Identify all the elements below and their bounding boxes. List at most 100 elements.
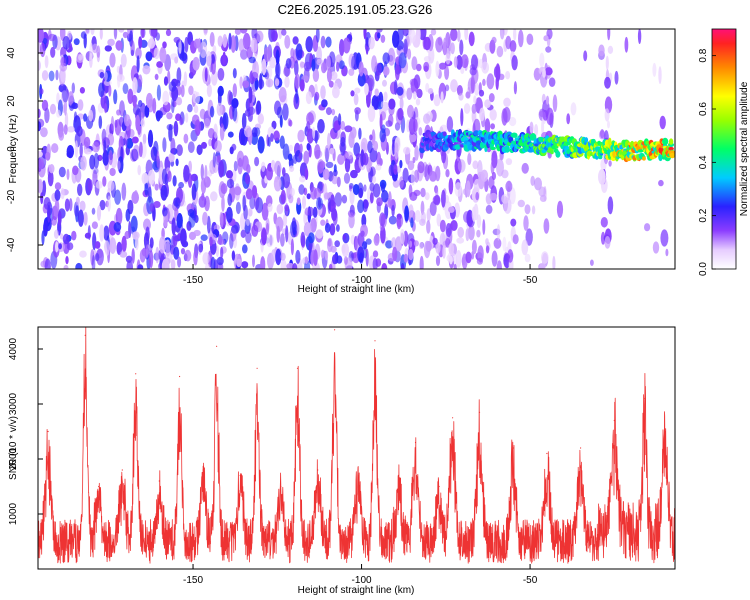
spectrogram-cell bbox=[435, 60, 440, 78]
spectrogram-cell bbox=[351, 55, 356, 71]
spectrogram-cell bbox=[185, 112, 189, 123]
spectrogram-cell bbox=[410, 170, 416, 186]
spectrogram-cell bbox=[331, 108, 336, 116]
spectrogram-cells bbox=[38, 29, 675, 269]
spectrogram-cell bbox=[373, 140, 379, 151]
spectrogram-cell bbox=[251, 185, 258, 199]
spectrogram-cell bbox=[600, 217, 608, 228]
spectrogram-cell bbox=[53, 229, 59, 239]
spectrogram-cell bbox=[411, 56, 418, 71]
spectrogram-cell bbox=[198, 195, 207, 208]
colorbar-tick-label: 0.8 bbox=[698, 48, 709, 62]
spectrogram-cell bbox=[499, 29, 505, 40]
spectrogram-cell bbox=[418, 127, 423, 136]
spectrogram-cell bbox=[155, 246, 160, 264]
spectrogram-cell bbox=[542, 68, 546, 78]
spectrogram-cell bbox=[107, 195, 111, 212]
spectrogram-cell bbox=[102, 176, 107, 187]
spectrogram-cell bbox=[144, 182, 149, 196]
spectrogram-cell bbox=[124, 230, 130, 240]
snr-peak-13 bbox=[317, 469, 319, 471]
spectrogram-cell bbox=[145, 92, 153, 109]
spectrogram-cell bbox=[478, 89, 485, 97]
spectrogram-cell bbox=[195, 91, 201, 105]
spectrogram-cell bbox=[476, 229, 481, 238]
spectrogram-cell bbox=[424, 164, 430, 182]
spectrogram-cell bbox=[410, 217, 414, 228]
spectrogram-cell bbox=[344, 125, 353, 133]
spectrogram-cell bbox=[290, 187, 295, 197]
spectrogram-cell bbox=[174, 56, 179, 64]
spectrogram-cell bbox=[413, 74, 421, 89]
spectrogram-cell bbox=[476, 214, 482, 229]
bottom-y-tick-label: 3000 bbox=[8, 392, 19, 415]
spectrogram-cell bbox=[539, 52, 545, 68]
spectrogram-cell bbox=[402, 167, 409, 183]
spectrogram-cell bbox=[289, 165, 295, 172]
spectrogram-cell bbox=[524, 204, 531, 215]
spectrogram-cell bbox=[493, 237, 502, 249]
spectrogram-cell bbox=[524, 253, 531, 263]
spectrogram-cell bbox=[141, 29, 145, 38]
spectrogram-cell bbox=[165, 240, 171, 257]
spectrogram-cell bbox=[91, 221, 98, 229]
spectrogram-cell bbox=[181, 42, 185, 60]
spectrogram-cell bbox=[79, 142, 83, 158]
ridge-cell bbox=[504, 145, 510, 153]
spectrogram-cell bbox=[326, 55, 331, 71]
spectrogram-cell bbox=[429, 201, 437, 217]
ridge-cell bbox=[529, 133, 537, 141]
spectrogram-cell bbox=[429, 171, 437, 182]
spectrogram-cell bbox=[298, 184, 305, 195]
snr-peak-2 bbox=[98, 485, 100, 488]
spectrogram-cell bbox=[304, 256, 309, 264]
spectrogram-cell bbox=[77, 209, 84, 227]
spectrogram-cell bbox=[423, 36, 431, 51]
spectrogram-cell bbox=[177, 256, 182, 268]
spectrogram-cell bbox=[59, 62, 68, 72]
spectrogram-cell bbox=[231, 250, 236, 261]
spectrogram-cell bbox=[113, 29, 118, 40]
spectrogram-cell bbox=[490, 123, 495, 130]
spectrogram-cell bbox=[193, 105, 199, 114]
spectrogram-cell bbox=[117, 160, 121, 170]
spectrogram-cell bbox=[358, 61, 364, 77]
spectrogram-cell bbox=[280, 252, 286, 261]
spectrogram-cell bbox=[303, 61, 312, 72]
spectrogram-cell bbox=[423, 113, 431, 124]
spectrogram-cell bbox=[171, 97, 175, 114]
spectrogram-cell bbox=[138, 74, 143, 88]
spectrogram-cell bbox=[99, 29, 103, 40]
spectrogram-cell bbox=[288, 119, 293, 127]
spectrogram-cell bbox=[38, 29, 44, 43]
spectrogram-cell bbox=[442, 245, 446, 259]
spectrogram-cell bbox=[38, 108, 41, 118]
spectrogram-cell bbox=[104, 71, 108, 82]
spectrogram-cell bbox=[44, 55, 49, 69]
spectrogram-cell bbox=[438, 62, 447, 70]
spectrogram-cell bbox=[256, 100, 262, 115]
spectrogram-cell bbox=[242, 244, 248, 254]
spectrogram-cell bbox=[218, 181, 226, 199]
spectrogram-cell bbox=[115, 40, 123, 51]
spectrogram-cell bbox=[399, 159, 403, 169]
spectrogram-cell bbox=[463, 188, 467, 195]
spectrogram-cell bbox=[407, 48, 412, 60]
ridge-cell bbox=[658, 153, 663, 162]
spectrogram-cell bbox=[409, 133, 417, 143]
spectrogram-cell bbox=[244, 173, 251, 185]
spectrogram-cell bbox=[135, 114, 141, 132]
spectrogram-cell bbox=[420, 187, 426, 198]
spectrogram-cell bbox=[284, 76, 290, 88]
spectrogram-cell bbox=[543, 218, 550, 234]
spectrogram-cell bbox=[145, 244, 149, 258]
spectrogram-cell bbox=[368, 36, 375, 50]
spectrogram-cell bbox=[503, 97, 511, 108]
spectrogram-cell bbox=[340, 120, 346, 131]
spectrogram-cell bbox=[448, 242, 455, 255]
spectrogram-cell bbox=[367, 105, 376, 122]
spectrogram-cell bbox=[116, 74, 125, 82]
spectrogram-cell bbox=[327, 132, 331, 150]
spectrogram-cell bbox=[464, 29, 469, 41]
spectrogram-cell bbox=[660, 229, 669, 247]
